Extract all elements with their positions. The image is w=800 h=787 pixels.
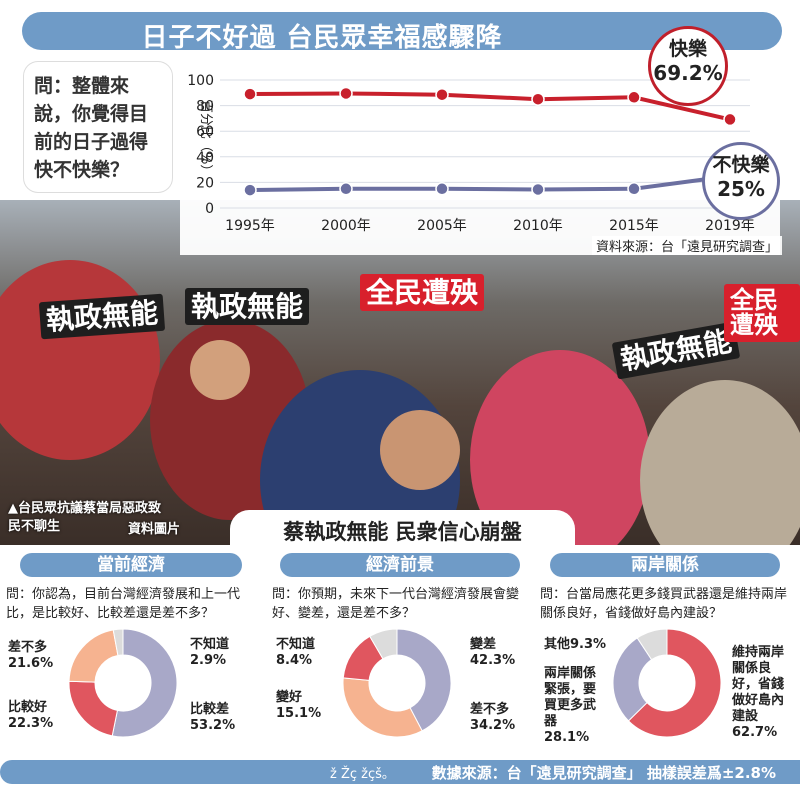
- pie-slice: [627, 628, 722, 738]
- pie-label: 差不多 34.2%: [470, 702, 516, 733]
- data-point: [627, 90, 641, 105]
- protest-sign: 執政無能: [611, 321, 741, 380]
- data-point: [435, 182, 449, 196]
- photo-caption: ▲台民眾抗議蔡當局惡政致 民不聊生: [8, 501, 161, 534]
- data-point: [531, 182, 545, 197]
- callout-unhappy: 不快樂 25%: [702, 142, 780, 220]
- data-point: [339, 182, 353, 196]
- pie-label: 變差 42.3%: [470, 637, 516, 668]
- pie-slice: [396, 628, 452, 732]
- protest-sign: 執政無能: [185, 288, 310, 326]
- y-tick-label: 20: [196, 175, 214, 191]
- protest-sign: 全民遭殃: [360, 274, 485, 312]
- face: [380, 410, 460, 490]
- pie-label: 比較好 22.3%: [8, 700, 54, 731]
- panel-question-economic-outlook: 問：你預期，未來下一代台灣經濟發展會變好、變差，還是差不多？: [272, 587, 520, 621]
- pie-slice: [111, 628, 178, 738]
- data-point: [723, 112, 737, 127]
- x-tick-label: 2015年: [609, 218, 659, 234]
- y-tick-label: 60: [196, 124, 214, 140]
- pie-label: 兩岸關係緊張，要買更多武器 28.1%: [544, 666, 597, 745]
- pie-slice: [112, 628, 124, 657]
- face: [190, 340, 250, 400]
- title-banner: 日子不好過 台民眾幸福感驟降: [22, 12, 782, 53]
- pie-slice: [369, 628, 398, 660]
- series-line: [249, 174, 731, 193]
- data-point: [435, 87, 449, 102]
- data-point: [339, 86, 353, 101]
- pie-label: 維持兩岸關係良好，省錢做好島內建設 62.7%: [732, 645, 785, 740]
- y-axis-label: 百分比（%）: [198, 100, 213, 177]
- pie-label: 變好 15.1%: [276, 690, 322, 721]
- photo-headline: 蔡執政無能 民衆信心崩盤: [230, 510, 575, 545]
- y-tick-label: 0: [205, 201, 214, 217]
- pie-slice: [68, 680, 118, 737]
- series-line: [249, 91, 731, 122]
- x-tick-label: 2000年: [321, 218, 371, 234]
- main-question: 問：整體來說，你覺得目前的日子過得快不快樂？: [24, 62, 172, 192]
- x-tick-label: 2010年: [513, 218, 563, 234]
- protest-sign: 全民遭殃: [724, 284, 800, 343]
- footer-mark: ž Žç žçš。: [330, 767, 395, 782]
- pie-cross-strait: [612, 628, 722, 738]
- photo-credit: 資料圖片: [128, 522, 181, 537]
- pie-label: 不知道 2.9%: [190, 637, 230, 668]
- x-tick-label: 2005年: [417, 218, 467, 234]
- source-note: 資料來源：台「遠見研究調查」: [592, 236, 783, 255]
- pie-label: 比較差 53.2%: [190, 702, 236, 733]
- footer-bar: ž Žç žçš。 數據來源：台「遠見研究調查」 抽樣誤差爲±2.8%: [0, 760, 800, 784]
- x-tick-label: 1995年: [225, 218, 275, 234]
- panel-title-current-economy: 當前經濟: [20, 553, 242, 577]
- callout-happy: 快樂 69.2%: [648, 26, 728, 106]
- y-tick-label: 40: [196, 150, 214, 166]
- y-tick-label: 100: [187, 73, 214, 89]
- data-point: [627, 182, 641, 196]
- pie-label: 不知道 8.4%: [276, 637, 316, 668]
- data-point: [531, 92, 545, 106]
- pie-slice: [68, 629, 119, 683]
- crowd-figure: [640, 380, 800, 545]
- page-title: 日子不好過 台民眾幸福感驟降: [141, 23, 503, 53]
- data-point: [243, 87, 257, 101]
- panel-title-economic-outlook: 經濟前景: [280, 553, 520, 577]
- pie-slice: [636, 628, 668, 661]
- pie-economic-outlook: [342, 628, 452, 738]
- x-tick-label: 2019年: [705, 218, 755, 234]
- footer-source: 數據來源：台「遠見研究調查」 抽樣誤差爲±2.8%: [431, 764, 776, 782]
- line-chart: 0 20 40 60 80 100 百分比（%） 1995年 2000年 2005年 2010年 20…: [187, 73, 755, 234]
- pie-slice: [342, 677, 423, 738]
- data-point: [243, 183, 257, 197]
- pie-label: 差不多 21.6%: [8, 640, 54, 671]
- y-tick-label: 80: [196, 99, 214, 115]
- panel-title-cross-strait: 兩岸關係: [550, 553, 780, 577]
- panel-question-current-economy: 問：你認為，目前台灣經濟發展和上一代比，是比較好、比較差還是差不多？: [6, 587, 241, 621]
- pie-label: 其他9.3%: [544, 637, 607, 652]
- crowd-figure: [0, 260, 160, 460]
- protest-photo: 執政無能 執政無能 全民遭殃 執政無能 全民遭殃 ▲台民眾抗議蔡當局惡政致 民不…: [0, 200, 800, 545]
- panel-question-cross-strait: 問：台當局應花更多錢買武器還是維持兩岸關係良好，省錢做好島內建設？: [540, 587, 788, 621]
- pie-current-economy: [68, 628, 178, 738]
